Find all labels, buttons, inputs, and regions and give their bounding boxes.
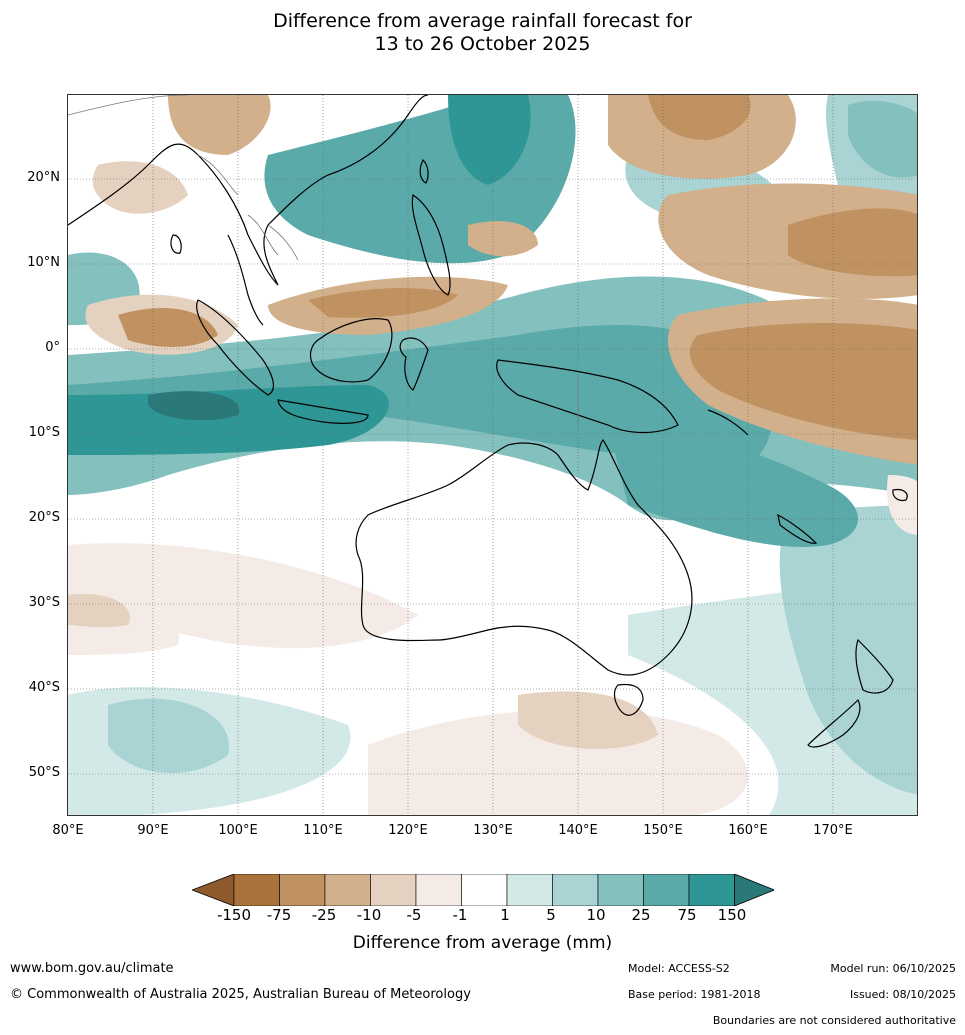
lat-label-40s: 40°S [28, 680, 60, 695]
model-run-date: Model run: 06/10/2025 [830, 962, 956, 975]
colorbar-segment [324, 874, 371, 906]
colorbar-segment [506, 874, 553, 906]
colorbar-segment [279, 874, 326, 906]
new-zealand-north [855, 638, 894, 694]
lat-label-20n: 20°N [27, 170, 60, 185]
model-name: Model: ACCESS-S2 [628, 962, 730, 975]
lon-label-80e: 80°E [52, 823, 84, 838]
colorbar-segment [461, 874, 508, 906]
colorbar-segment [643, 874, 690, 906]
cb-label-25: 25 [631, 906, 651, 924]
title-line-2: 13 to 26 October 2025 [374, 33, 591, 55]
colorbar-segment [415, 874, 462, 906]
issued-date: Issued: 08/10/2025 [849, 988, 956, 1001]
website-link[interactable]: www.bom.gov.au/climate [10, 961, 174, 976]
java-coastline [277, 399, 369, 424]
cb-label-minus1: -1 [452, 906, 468, 924]
coastlines [68, 95, 908, 748]
map-title: Difference from average rainfall forecas… [0, 10, 965, 56]
new-guinea-coastline [496, 359, 679, 434]
lon-label-150e: 150°E [643, 823, 683, 838]
asia-mainland-coastline [68, 95, 429, 286]
lon-label-120e: 120°E [388, 823, 428, 838]
solomon-islands-coastline [707, 409, 749, 436]
taiwan-coastline [419, 158, 429, 184]
colorbar [192, 874, 774, 906]
cb-label-1: 1 [500, 906, 510, 924]
cb-label-10: 10 [586, 906, 606, 924]
lat-label-0: 0° [45, 340, 60, 355]
cb-label-minus10: -10 [356, 906, 382, 924]
lat-label-30s: 30°S [28, 595, 60, 610]
lon-label-110e: 110°E [303, 823, 343, 838]
cb-label-minus5: -5 [406, 906, 422, 924]
sumatra-coastline [196, 299, 275, 396]
lon-label-100e: 100°E [218, 823, 258, 838]
cb-label-5: 5 [546, 906, 556, 924]
copyright-text: © Commonwealth of Australia 2025, Austra… [10, 987, 471, 1002]
lon-label-90e: 90°E [137, 823, 169, 838]
base-period: Base period: 1981-2018 [628, 988, 761, 1001]
colorbar-segment [233, 874, 280, 906]
new-zealand-south [807, 698, 861, 748]
cb-label-150: 150 [717, 906, 747, 924]
dry-anomaly-fields [85, 95, 917, 535]
borneo-coastline [309, 318, 393, 383]
malay-peninsula-coastline [227, 234, 264, 326]
colorbar-segment [688, 874, 735, 906]
country-boundaries [68, 95, 579, 425]
boundaries-disclaimer: Boundaries are not considered authoritat… [712, 1014, 956, 1027]
sulawesi-coastline [399, 337, 429, 391]
colorbar-segment [552, 874, 599, 906]
cb-label-minus150: -150 [216, 906, 252, 924]
cb-label-minus25: -25 [311, 906, 337, 924]
graticule [68, 95, 917, 815]
lon-label-170e: 170°E [813, 823, 853, 838]
tasmania-coastline [613, 683, 644, 716]
rainfall-map [67, 94, 918, 816]
colorbar-segment [597, 874, 644, 906]
lat-label-10n: 10°N [27, 255, 60, 270]
new-caledonia-coastline [777, 513, 818, 544]
cb-label-75: 75 [677, 906, 697, 924]
colorbar-title: Difference from average (mm) [352, 933, 613, 953]
lon-label-140e: 140°E [558, 823, 598, 838]
australia-coastline [355, 439, 693, 676]
colorbar-extend-high [734, 874, 774, 906]
lat-label-50s: 50°S [28, 765, 60, 780]
title-line-1: Difference from average rainfall forecas… [273, 10, 692, 32]
map-canvas [68, 95, 917, 815]
lon-label-160e: 160°E [728, 823, 768, 838]
fiji-coastline [892, 488, 908, 502]
lon-label-130e: 130°E [473, 823, 513, 838]
lat-label-20s: 20°S [28, 510, 60, 525]
lat-label-10s: 10°S [28, 425, 60, 440]
southern-anomaly-fields [68, 505, 917, 815]
sri-lanka-coastline [170, 234, 182, 254]
philippines-coastline [411, 194, 451, 296]
cb-label-minus75: -75 [266, 906, 292, 924]
colorbar-extend-low [192, 874, 235, 906]
colorbar-segment [370, 874, 417, 906]
